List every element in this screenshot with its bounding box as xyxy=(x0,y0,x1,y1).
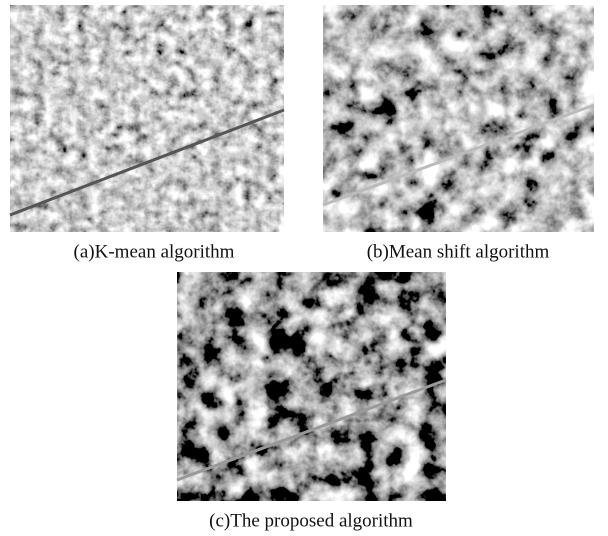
panel-a: (a)K-mean algorithm xyxy=(10,5,284,262)
caption-c: (c)The proposed algorithm xyxy=(209,510,413,531)
caption-b: (b)Mean shift algorithm xyxy=(367,241,550,262)
panel-b: (b)Mean shift algorithm xyxy=(323,5,594,262)
panel-c: (c)The proposed algorithm xyxy=(177,272,446,531)
caption-a: (a)K-mean algorithm xyxy=(74,241,235,262)
page: {"panels": [ {"caption": "(a)K-mean algo… xyxy=(0,0,608,536)
figure: (a)K-mean algorithm (b)Mean shift algori… xyxy=(0,0,608,536)
image-c xyxy=(177,272,446,501)
